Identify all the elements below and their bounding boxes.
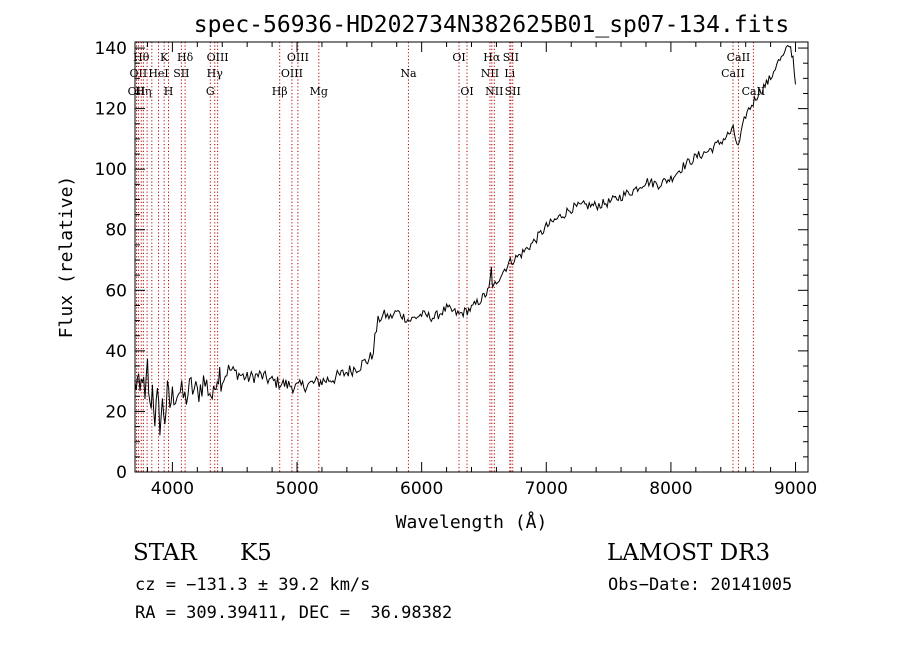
spectral-line-label: OII <box>130 67 148 80</box>
spectral-line-label: OI <box>460 85 473 98</box>
object-subclass-label: K5 <box>240 540 272 566</box>
y-tick-label: 100 <box>95 160 127 180</box>
survey-label: LAMOST DR3 <box>607 540 771 566</box>
spectral-line-label: OII <box>128 85 146 98</box>
object-class-label: STAR <box>133 540 197 566</box>
spectral-line-label: Mg <box>310 85 328 98</box>
spectral-line-label: Hη <box>135 85 151 98</box>
redshift-label: cz = −131.3 ± 39.2 km/s <box>135 575 371 595</box>
spectral-line-label: CaII <box>742 85 766 98</box>
x-tick-label: 5000 <box>275 479 318 499</box>
chart-title: spec-56936-HD202734N382625B01_sp07-134.f… <box>194 12 789 38</box>
spectral-line-label: Hθ <box>133 51 150 64</box>
x-tick-label: 7000 <box>525 479 568 499</box>
x-tick-label: 8000 <box>649 479 692 499</box>
y-tick-label: 140 <box>95 39 127 59</box>
spectral-line-label: Na <box>400 67 417 80</box>
spectral-line-label: Hβ <box>272 85 288 98</box>
spectral-line-label: CaII <box>727 51 751 64</box>
y-tick-label: 120 <box>95 100 127 120</box>
spectral-line-label: G <box>206 85 215 98</box>
spectrum-series-line <box>134 44 796 436</box>
x-axis-label: Wavelength (Å) <box>396 511 548 533</box>
coordinates-label: RA = 309.39411, DEC = 36.98382 <box>135 603 453 623</box>
plot-frame <box>134 41 809 473</box>
spectral-line-label: Hδ <box>177 51 194 64</box>
spectral-line-label: OI <box>452 51 465 64</box>
spectral-line-label: OIII <box>207 51 229 64</box>
spectral-line-label: Li <box>504 67 515 80</box>
spectral-line-label: CaII <box>721 67 745 80</box>
spectral-line-label: Hα <box>483 51 501 64</box>
x-tick-label: 6000 <box>400 479 443 499</box>
x-tick-label: 4000 <box>151 479 194 499</box>
spectral-line-label: SII <box>505 85 521 98</box>
spectral-line-label: HeI <box>148 67 168 80</box>
y-tick-label: 20 <box>105 402 127 422</box>
obs-date-label: Obs−Date: 20141005 <box>608 575 793 595</box>
spectral-line-label: SII <box>503 51 519 64</box>
spectral-line-label: SII <box>173 67 189 80</box>
spectral-line-label: K <box>160 51 169 64</box>
y-tick-label: 40 <box>105 342 127 362</box>
x-tick-label: 9000 <box>774 479 817 499</box>
spectral-line-label: NII <box>481 67 499 80</box>
spectral-line-label: Hγ <box>207 67 224 80</box>
spectral-line-label: H <box>164 85 174 98</box>
y-tick-label: 0 <box>116 463 127 483</box>
spectral-line-label: OIII <box>281 67 303 80</box>
spectral-line-label: OIII <box>287 51 309 64</box>
spectral-line-label: NII <box>485 85 503 98</box>
y-tick-label: 60 <box>105 281 127 301</box>
y-tick-label: 80 <box>105 221 127 241</box>
y-axis-label: Flux (relative) <box>56 176 77 339</box>
